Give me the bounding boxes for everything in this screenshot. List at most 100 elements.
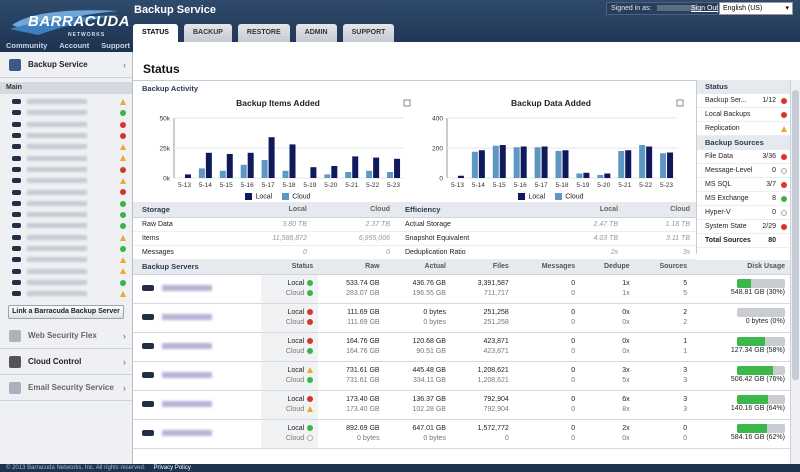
x-tick-label: 5-22 — [366, 182, 379, 189]
device-item[interactable] — [0, 119, 132, 130]
vertical-scrollbar[interactable] — [790, 80, 800, 464]
status-row[interactable]: Message-Level 0 — [697, 164, 790, 178]
link-backup-server-button[interactable]: Link a Barracuda Backup Server — [8, 305, 124, 320]
table-row[interactable]: Local Cloud 173.40 GB 173.40 GB 136.37 GB 102… — [133, 390, 790, 420]
barracuda-logo[interactable]: BARRACUDA NETWORKS — [8, 5, 130, 39]
device-item[interactable] — [0, 175, 132, 186]
x-tick-label: 5-20 — [324, 182, 337, 189]
bar-local — [457, 175, 464, 178]
device-item[interactable] — [0, 209, 132, 220]
privacy-policy-link[interactable]: Privacy Policy — [153, 465, 191, 471]
column-header[interactable]: Dedupe — [580, 260, 635, 275]
device-item[interactable] — [0, 198, 132, 209]
support-link[interactable]: Support — [101, 41, 130, 50]
status-row[interactable]: MS Exchange 8 — [697, 192, 790, 206]
column-header[interactable]: Status — [261, 260, 319, 275]
table-row[interactable]: Local Cloud 164.76 GB 164.76 GB 120.68 GB 90.… — [133, 332, 790, 362]
bar-local — [583, 172, 590, 178]
device-item[interactable] — [0, 277, 132, 288]
server-icon — [12, 189, 21, 195]
column-header[interactable]: Actual — [384, 260, 451, 275]
status-row[interactable]: Backup Ser... 1/12 — [697, 94, 790, 108]
server-name-redacted[interactable] — [162, 284, 212, 291]
status-row[interactable]: Local Backups — [697, 108, 790, 122]
bar-cloud — [618, 151, 625, 178]
bar-local — [394, 158, 401, 178]
database-icon — [9, 59, 21, 71]
tab-status[interactable]: STATUS — [133, 24, 178, 44]
column-header[interactable]: Raw — [318, 260, 385, 275]
bar-local — [541, 146, 548, 178]
device-item[interactable] — [0, 130, 132, 141]
bar-cloud — [471, 151, 478, 178]
logo-swoosh-icon — [10, 10, 120, 35]
column-header[interactable]: Files — [450, 260, 514, 275]
table-row[interactable]: Local Cloud 533.74 GB 283.07 GB 436.76 GB 196… — [133, 274, 790, 304]
server-name-redacted[interactable] — [162, 313, 212, 320]
data-chart: Backup Data Added 400 200 0 5-13 5-14 5-15 5-1… — [415, 94, 687, 202]
status-row[interactable]: Hyper-V 0 — [697, 206, 790, 220]
bar-local — [184, 174, 191, 178]
sign-out-link[interactable]: Sign Out — [691, 5, 719, 12]
red-status-icon — [307, 308, 314, 315]
device-item[interactable] — [0, 265, 132, 276]
device-name-redacted — [27, 200, 87, 206]
device-item[interactable] — [0, 152, 132, 163]
table-row[interactable]: Local Cloud 892.69 GB 0 bytes 647.01 GB 0 byt… — [133, 419, 790, 449]
column-header[interactable]: Disk Usage — [692, 260, 790, 275]
status-row[interactable]: System State 2/29 — [697, 220, 790, 234]
column-header[interactable]: Sources — [634, 260, 693, 275]
device-item[interactable] — [0, 254, 132, 265]
device-item[interactable] — [0, 220, 132, 231]
device-item[interactable] — [0, 164, 132, 175]
disk-usage-bar — [737, 279, 785, 288]
server-name-redacted[interactable] — [162, 429, 212, 436]
community-link[interactable]: Community — [6, 41, 48, 50]
server-name-redacted[interactable] — [162, 400, 212, 407]
red-status-icon — [781, 224, 787, 230]
legend-local: Local — [245, 192, 272, 200]
disk-usage-bar — [737, 308, 785, 317]
sidebar-item-email-security[interactable]: Email Security Service › — [0, 375, 132, 402]
device-item[interactable] — [0, 232, 132, 243]
signed-in-box: Signed in as: — [606, 2, 718, 15]
warning-icon — [120, 144, 126, 151]
status-row[interactable]: MS SQL 3/7 — [697, 178, 790, 192]
language-select[interactable]: English (US) — [719, 2, 793, 15]
device-item[interactable] — [0, 107, 132, 118]
device-item[interactable] — [0, 96, 132, 107]
cloud-icon — [9, 330, 21, 343]
warning-icon — [120, 234, 126, 241]
green-status-icon — [120, 211, 126, 218]
device-item[interactable] — [0, 186, 132, 197]
status-row[interactable]: File Data 3/36 — [697, 150, 790, 164]
status-row[interactable]: Replication — [697, 122, 790, 136]
red-status-icon — [781, 182, 787, 188]
table-row[interactable]: Local Cloud 111.69 GB 111.69 GB 0 bytes 0 byt… — [133, 303, 790, 333]
server-name-redacted[interactable] — [162, 342, 212, 349]
sidebar-item-web-security[interactable]: Web Security Flex › — [0, 323, 132, 350]
tab-support[interactable]: SUPPORT — [342, 24, 395, 42]
y-tick-label: 0 — [439, 176, 443, 183]
account-link[interactable]: Account — [59, 41, 90, 50]
expand-chart-icon — [676, 99, 684, 107]
device-item[interactable] — [0, 243, 132, 254]
table-row: Raw Data 3.80 TB 2.37 TB — [133, 217, 396, 232]
bar-cloud — [240, 164, 247, 178]
table-row[interactable]: Local Cloud 731.61 GB 731.61 GB 445.48 GB 334… — [133, 361, 790, 391]
device-item[interactable] — [0, 141, 132, 152]
device-item[interactable] — [0, 288, 132, 299]
warning-icon — [307, 366, 314, 373]
tab-restore[interactable]: RESTORE — [237, 24, 290, 42]
device-name-redacted — [27, 212, 87, 218]
bar-cloud — [660, 153, 667, 178]
tab-admin[interactable]: ADMIN — [295, 24, 337, 42]
server-name-redacted[interactable] — [162, 371, 212, 378]
sidebar-item-cloud-control[interactable]: Cloud Control › — [0, 349, 132, 376]
col-cloud: Cloud — [624, 202, 696, 218]
column-header[interactable]: Messages — [513, 260, 581, 275]
tab-backup[interactable]: BACKUP — [183, 24, 232, 42]
sidebar-item-backup-service[interactable]: Backup Service › — [0, 52, 132, 78]
storage-heading: Storage — [133, 202, 224, 218]
scrollbar-thumb[interactable] — [792, 90, 799, 380]
